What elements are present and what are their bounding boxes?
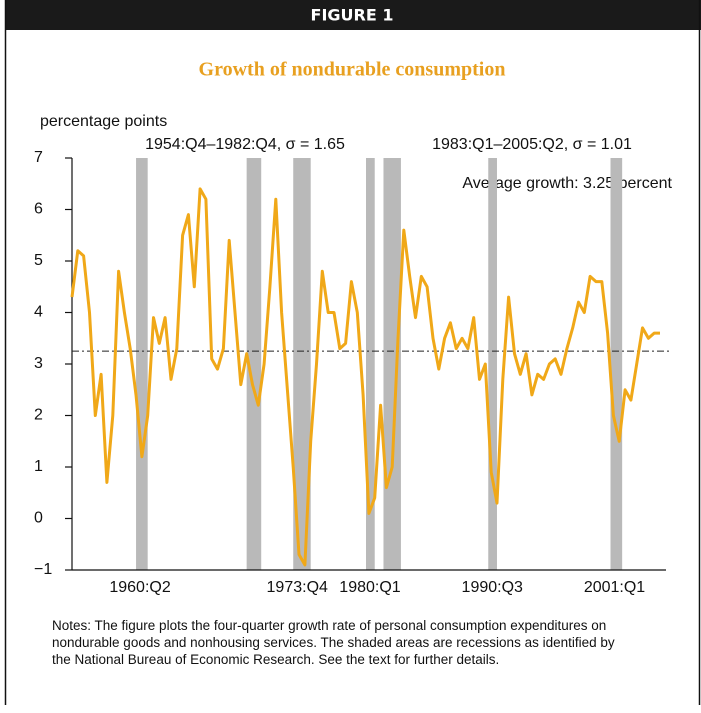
x-tick-label: 1990:Q3 — [462, 579, 523, 596]
y-tick-label: 6 — [34, 201, 43, 218]
y-tick-label: −1 — [34, 561, 52, 578]
x-tick-label: 1973:Q4 — [267, 579, 328, 596]
y-tick-label: 5 — [34, 252, 43, 269]
recession-band — [246, 158, 262, 570]
recession-band — [366, 158, 375, 570]
header-bar — [5, 0, 701, 30]
y-tick-label: 0 — [34, 510, 43, 527]
annotation: 1983:Q1–2005:Q2, σ = 1.01 — [432, 136, 632, 153]
recession-band — [610, 158, 623, 570]
figure-label: FIGURE 1 — [311, 6, 394, 25]
data-line — [70, 187, 660, 567]
annotation: 1954:Q4–1982:Q4, σ = 1.65 — [145, 136, 345, 153]
y-tick-label: 7 — [34, 149, 43, 166]
notes: Notes: The figure plots the four-quarter… — [52, 618, 615, 667]
chart-title: Growth of nondurable consumption — [199, 59, 506, 81]
y-tick-label: 3 — [34, 355, 43, 372]
y-tick-label: 2 — [34, 407, 43, 424]
recession-band — [136, 158, 148, 570]
recession-band — [293, 158, 311, 570]
y-tick-label: 4 — [34, 304, 43, 321]
y-axis-label: percentage points — [40, 113, 167, 130]
recession-band — [383, 158, 401, 570]
x-tick-label: 2001:Q1 — [584, 579, 645, 596]
x-tick-label: 1960:Q2 — [109, 579, 170, 596]
recession-band — [488, 158, 497, 570]
y-tick-label: 1 — [34, 458, 43, 475]
x-tick-label: 1980:Q1 — [339, 579, 400, 596]
